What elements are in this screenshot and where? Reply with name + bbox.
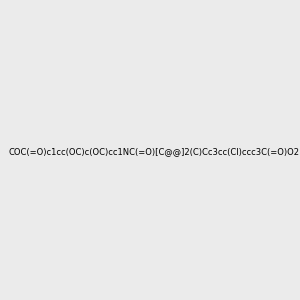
Text: COC(=O)c1cc(OC)c(OC)cc1NC(=O)[C@@]2(C)Cc3cc(Cl)ccc3C(=O)O2: COC(=O)c1cc(OC)c(OC)cc1NC(=O)[C@@]2(C)Cc… xyxy=(8,147,299,156)
